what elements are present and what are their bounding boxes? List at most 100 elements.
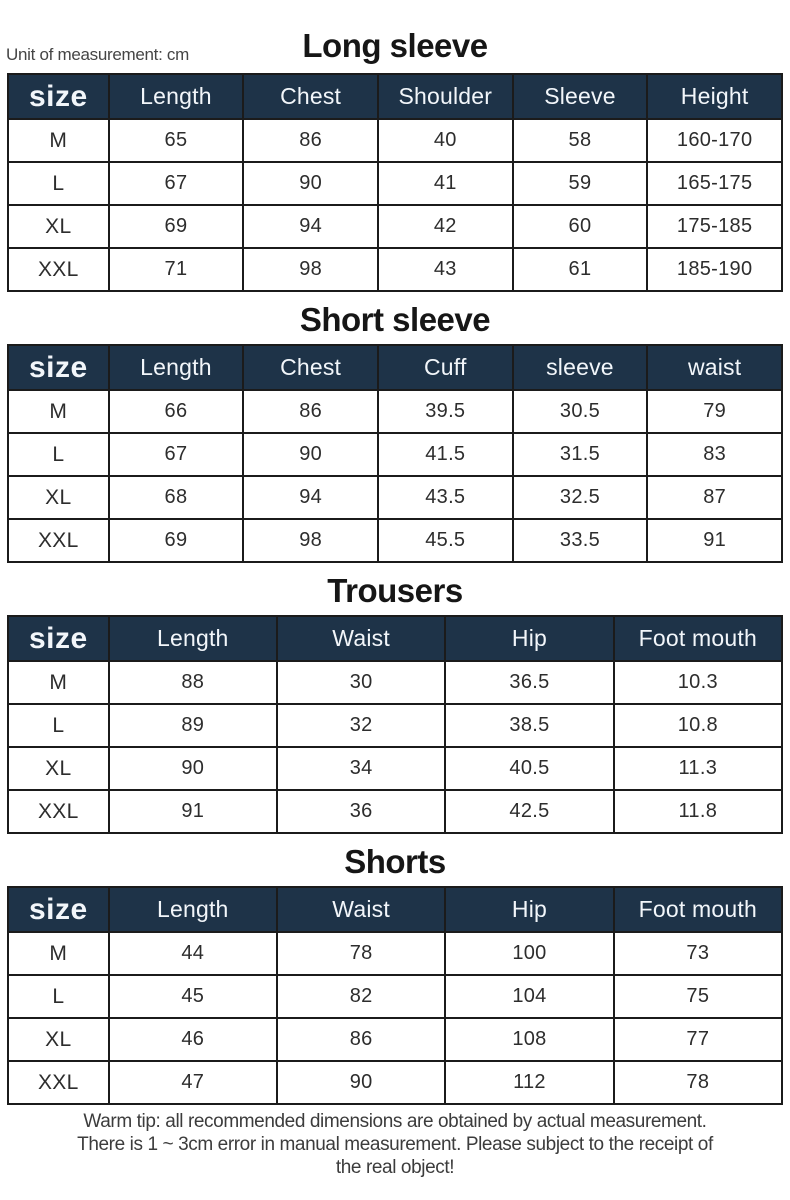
column-header: Length: [107, 615, 278, 662]
data-cell: 82: [275, 974, 447, 1019]
data-cell: 185-190: [646, 247, 783, 292]
footer-line-3: the real object!: [335, 1156, 455, 1178]
data-cell: 41: [376, 161, 514, 206]
table-row: L 45 82 104 75: [7, 974, 784, 1019]
data-cell: 88: [107, 660, 278, 705]
data-cell: 160-170: [646, 118, 783, 163]
table-row: L 89 32 38.5 10.8: [7, 703, 784, 748]
footer-line-1: Warm tip: all recommended dimensions are…: [83, 1111, 707, 1132]
data-cell: 46: [107, 1017, 278, 1062]
data-cell: 45.5: [376, 518, 514, 563]
data-cell: 90: [107, 746, 278, 791]
data-cell: 36: [275, 789, 447, 834]
data-cell: 69: [107, 518, 245, 563]
data-cell: 65: [107, 118, 245, 163]
data-cell: 32: [275, 703, 447, 748]
footer-disclaimer: Warm tip: all recommended dimensions are…: [0, 1111, 790, 1179]
header-row: size Length Waist Hip Foot mouth: [7, 615, 784, 662]
data-cell: 108: [444, 1017, 615, 1062]
title-shorts: Shorts: [344, 843, 446, 880]
table-row: M 66 86 39.5 30.5 79: [7, 389, 783, 434]
data-cell: 40.5: [444, 746, 615, 791]
table-row: M 65 86 40 58 160-170: [7, 118, 783, 163]
data-cell: 10.8: [612, 703, 784, 748]
table-row: XXL 69 98 45.5 33.5 91: [7, 518, 783, 563]
data-cell: 71: [107, 247, 245, 292]
header-row: size Length Waist Hip Foot mouth: [7, 886, 784, 933]
data-cell: 67: [107, 161, 245, 206]
column-header: Shoulder: [376, 73, 514, 120]
data-cell: 43: [376, 247, 514, 292]
column-header: size: [7, 886, 110, 933]
table-row: L 67 90 41.5 31.5 83: [7, 432, 783, 477]
data-cell: 59: [511, 161, 649, 206]
size-cell: XXL: [7, 247, 110, 292]
data-cell: 32.5: [511, 475, 649, 520]
data-cell: 100: [444, 931, 615, 976]
data-cell: 66: [107, 389, 245, 434]
size-cell: L: [7, 161, 110, 206]
column-header: Chest: [242, 73, 379, 120]
data-cell: 77: [612, 1017, 784, 1062]
header-row: size Length Chest Shoulder Sleeve Height: [7, 73, 783, 120]
data-cell: 38.5: [444, 703, 615, 748]
table-row: XXL 91 36 42.5 11.8: [7, 789, 784, 834]
data-cell: 90: [242, 161, 379, 206]
title-long-sleeve: Long sleeve: [302, 27, 488, 64]
column-header: Waist: [275, 886, 447, 933]
table-row: XXL 71 98 43 61 185-190: [7, 247, 783, 292]
column-header: Length: [107, 73, 245, 120]
data-cell: 73: [612, 931, 784, 976]
data-cell: 69: [107, 204, 245, 249]
data-cell: 83: [646, 432, 783, 477]
column-header: Chest: [242, 344, 379, 391]
column-header: Foot mouth: [612, 615, 784, 662]
unit-note: Unit of measurement: cm: [6, 45, 189, 64]
data-cell: 34: [275, 746, 447, 791]
size-cell: XXL: [7, 518, 110, 563]
column-header: Hip: [444, 615, 615, 662]
data-cell: 112: [444, 1060, 615, 1105]
column-header: Cuff: [376, 344, 514, 391]
column-header: Waist: [275, 615, 447, 662]
table-shorts: size Length Waist Hip Foot mouth M 44 78 100 73 L 4…: [7, 886, 784, 1105]
table-row: M 44 78 100 73: [7, 931, 784, 976]
data-cell: 42: [376, 204, 514, 249]
data-cell: 31.5: [511, 432, 649, 477]
data-cell: 75: [612, 974, 784, 1019]
data-cell: 10.3: [612, 660, 784, 705]
data-cell: 11.3: [612, 746, 784, 791]
column-header: size: [7, 615, 110, 662]
data-cell: 44: [107, 931, 278, 976]
footer-line-2: There is 1 ~ 3cm error in manual measure…: [77, 1133, 713, 1155]
data-cell: 79: [646, 389, 783, 434]
long-sleeve-header-row: Unit of measurement: cm Long sleeve: [6, 16, 782, 66]
column-header: waist: [646, 344, 783, 391]
data-cell: 87: [646, 475, 783, 520]
size-cell: M: [7, 931, 110, 976]
data-cell: 86: [242, 118, 379, 163]
table-row: L 67 90 41 59 165-175: [7, 161, 783, 206]
data-cell: 78: [612, 1060, 784, 1105]
size-cell: XXL: [7, 1060, 110, 1105]
size-cell: M: [7, 118, 110, 163]
data-cell: 11.8: [612, 789, 784, 834]
data-cell: 94: [242, 204, 379, 249]
data-cell: 98: [242, 518, 379, 563]
data-cell: 98: [242, 247, 379, 292]
table-row: XL 90 34 40.5 11.3: [7, 746, 784, 791]
size-cell: XL: [7, 475, 110, 520]
column-header: size: [7, 344, 110, 391]
data-cell: 78: [275, 931, 447, 976]
data-cell: 58: [511, 118, 649, 163]
table-trousers: size Length Waist Hip Foot mouth M 88 30 36.5 10.…: [7, 615, 784, 834]
table-row: XL 69 94 42 60 175-185: [7, 204, 783, 249]
size-cell: L: [7, 432, 110, 477]
size-cell: XXL: [7, 789, 110, 834]
size-cell: M: [7, 389, 110, 434]
data-cell: 165-175: [646, 161, 783, 206]
column-header: Foot mouth: [612, 886, 784, 933]
column-header: Height: [646, 73, 783, 120]
data-cell: 40: [376, 118, 514, 163]
